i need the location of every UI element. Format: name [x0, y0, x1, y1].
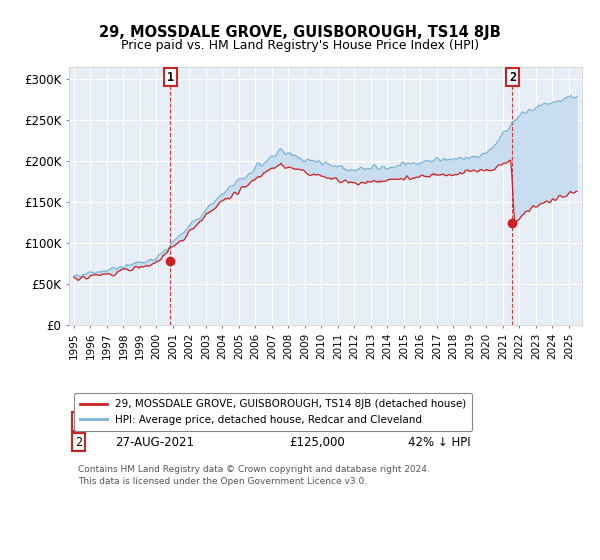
Text: 1: 1 — [167, 71, 174, 83]
Text: Contains HM Land Registry data © Crown copyright and database right 2024.
This d: Contains HM Land Registry data © Crown c… — [78, 465, 430, 486]
Text: £78,000: £78,000 — [290, 415, 338, 428]
Text: 9% ↓ HPI: 9% ↓ HPI — [407, 415, 463, 428]
Text: 29, MOSSDALE GROVE, GUISBOROUGH, TS14 8JB: 29, MOSSDALE GROVE, GUISBOROUGH, TS14 8J… — [99, 25, 501, 40]
Text: Price paid vs. HM Land Registry's House Price Index (HPI): Price paid vs. HM Land Registry's House … — [121, 39, 479, 52]
Text: 27-AUG-2021: 27-AUG-2021 — [115, 436, 194, 449]
Text: 1: 1 — [74, 415, 82, 428]
Text: 2: 2 — [74, 436, 82, 449]
Text: 42% ↓ HPI: 42% ↓ HPI — [407, 436, 470, 449]
Text: 2: 2 — [509, 71, 516, 83]
Legend: 29, MOSSDALE GROVE, GUISBOROUGH, TS14 8JB (detached house), HPI: Average price, : 29, MOSSDALE GROVE, GUISBOROUGH, TS14 8J… — [74, 393, 472, 431]
Text: 10-NOV-2000: 10-NOV-2000 — [115, 415, 193, 428]
Text: £125,000: £125,000 — [290, 436, 346, 449]
